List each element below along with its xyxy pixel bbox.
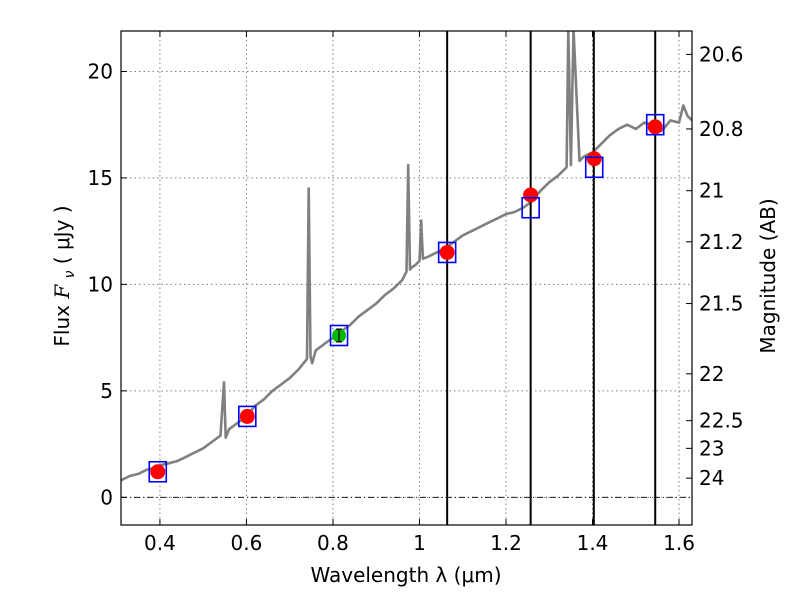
- model-point: [439, 244, 455, 260]
- photometry-box: [148, 460, 168, 483]
- y-axis-label-subscript: ν: [62, 270, 78, 278]
- model-point: [239, 408, 255, 424]
- y-axis-label-prefix: Flux: [50, 299, 74, 347]
- x-tick-label: 0.6: [231, 531, 263, 555]
- y-tick-label: 20: [88, 59, 113, 83]
- y-tick-label: 5: [100, 379, 113, 403]
- model-point: [647, 119, 663, 135]
- y2-tick-label: 20.6: [699, 42, 744, 66]
- x-tick-label: 0.8: [317, 531, 349, 555]
- y-tick-label: 15: [88, 166, 113, 190]
- photometry-box: [521, 196, 540, 219]
- x-tick-label: 1.4: [577, 531, 609, 555]
- y-axis-label-symbol: F: [50, 284, 74, 300]
- y-axis-label-unit: ( μJy ): [50, 205, 74, 264]
- y2-tick-label: 22: [699, 362, 724, 386]
- y-axis-label: Flux F ν ( μJy ): [50, 205, 79, 346]
- x-axis-label: Wavelength λ (μm): [310, 563, 501, 587]
- y2-tick-label: 23: [699, 436, 724, 460]
- x-tick-label: 1.2: [490, 531, 522, 555]
- model-point: [586, 151, 602, 167]
- model-point: [523, 187, 539, 203]
- spectrum-line: [121, 31, 692, 482]
- y2-tick-label: 21.5: [699, 292, 744, 316]
- y2-tick-label: 21: [699, 179, 724, 203]
- y-tick-label: 0: [100, 485, 113, 509]
- photometry-box: [238, 405, 257, 428]
- y2-axis-label: Magnitude (AB): [756, 198, 780, 353]
- ticks: 0.4 0.6 0.8 1 1.2 1.4 1.6 0 5 10 15 20 20.6 20.8 21 21.…: [88, 31, 744, 555]
- photometry-box: [329, 324, 349, 347]
- y2-tick-label: 24: [699, 466, 724, 490]
- x-tick-label: 1.6: [663, 531, 695, 555]
- photometry-box: [437, 241, 457, 264]
- plot-layer: [121, 31, 692, 525]
- photometry-box: [584, 156, 604, 179]
- y2-tick-label: 22.5: [699, 409, 744, 433]
- x-tick-label: 1: [413, 531, 426, 555]
- y2-tick-label: 20.8: [699, 117, 744, 141]
- x-tick-label: 0.4: [144, 531, 176, 555]
- model-point: [150, 464, 166, 480]
- plot-frame: [120, 30, 693, 526]
- y-tick-label: 10: [88, 272, 113, 296]
- photometry-box: [645, 113, 665, 136]
- y2-tick-label: 21.2: [699, 230, 744, 254]
